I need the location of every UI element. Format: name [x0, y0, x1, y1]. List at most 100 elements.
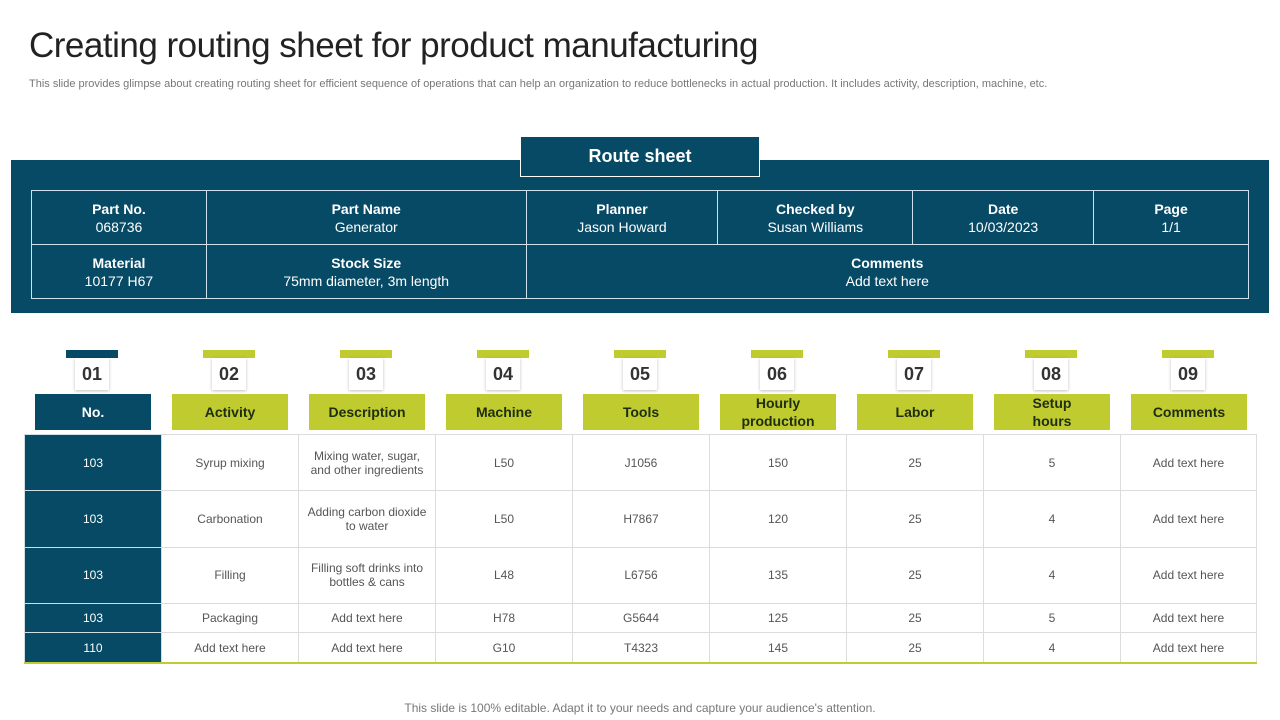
info-cell-part-no: Part No. 068736 — [31, 190, 207, 245]
cell-hourly-production: 125 — [709, 603, 847, 634]
table-row: 103 Filling Filling soft drinks into bot… — [24, 546, 1257, 605]
tag-bar — [340, 350, 392, 358]
cell-activity: Add text here — [161, 632, 299, 665]
cell-activity: Syrup mixing — [161, 433, 299, 492]
cell-machine: G10 — [435, 632, 573, 665]
cell-no: 103 — [24, 546, 162, 605]
cell-activity: Carbonation — [161, 490, 299, 548]
info-label: Checked by — [776, 200, 855, 217]
info-cell-planner: Planner Jason Howard — [525, 190, 719, 245]
info-label: Planner — [596, 200, 648, 217]
column-number-tag: 08 — [1025, 350, 1077, 390]
cell-labor: 25 — [846, 546, 984, 605]
column-number-tag: 01 — [66, 350, 118, 390]
cell-tools: J1056 — [572, 433, 710, 492]
info-cell-date: Date 10/03/2023 — [912, 190, 1095, 245]
info-value: 1/1 — [1161, 218, 1181, 235]
cell-description: Filling soft drinks into bottles & cans — [298, 546, 436, 605]
info-value: Generator — [334, 218, 398, 235]
cell-tools: H7867 — [572, 490, 710, 548]
table-row: 103 Syrup mixing Mixing water, sugar, an… — [24, 433, 1257, 492]
tag-bar — [203, 350, 255, 358]
info-cell-part-name: Part Name Generator — [205, 190, 527, 245]
info-value: Add text here — [845, 272, 929, 289]
cell-tools: G5644 — [572, 603, 710, 634]
column-number-tag: 09 — [1162, 350, 1214, 390]
column-number: 04 — [486, 358, 520, 390]
cell-description: Add text here — [298, 632, 436, 665]
column-header-comments: Comments — [1131, 394, 1247, 430]
column-header-machine: Machine — [446, 394, 562, 430]
info-value: 75mm diameter, 3m length — [283, 272, 450, 289]
tag-bar — [477, 350, 529, 358]
cell-description: Add text here — [298, 603, 436, 634]
column-header-tools: Tools — [583, 394, 699, 430]
column-header-setup-hours: Setup hours — [994, 394, 1110, 430]
info-value: 068736 — [95, 218, 143, 235]
column-header-hourly-production: Hourly production — [720, 394, 836, 430]
route-sheet-heading: Route sheet — [520, 136, 760, 177]
info-cell-material: Material 10177 H67 — [31, 244, 207, 299]
column-number: 09 — [1171, 358, 1205, 390]
column-header-no: No. — [35, 394, 151, 430]
info-value: Susan Williams — [767, 218, 864, 235]
tag-bar — [614, 350, 666, 358]
column-number-tag: 06 — [751, 350, 803, 390]
column-number: 06 — [760, 358, 794, 390]
info-cell-stock-size: Stock Size 75mm diameter, 3m length — [205, 244, 527, 299]
cell-hourly-production: 150 — [709, 433, 847, 492]
info-label: Comments — [851, 254, 924, 271]
tag-bar — [751, 350, 803, 358]
info-label: Part Name — [331, 200, 401, 217]
cell-no: 110 — [24, 632, 162, 665]
column-number-tag: 07 — [888, 350, 940, 390]
cell-hourly-production: 145 — [709, 632, 847, 665]
info-value: 10/03/2023 — [968, 218, 1039, 235]
cell-comments: Add text here — [1120, 546, 1257, 605]
page-subtitle: This slide provides glimpse about creati… — [29, 78, 1048, 90]
column-number: 01 — [75, 358, 109, 390]
cell-no: 103 — [24, 490, 162, 548]
cell-machine: L50 — [435, 490, 573, 548]
cell-labor: 25 — [846, 490, 984, 548]
cell-comments: Add text here — [1120, 632, 1257, 665]
cell-activity: Filling — [161, 546, 299, 605]
column-number-tag: 03 — [340, 350, 392, 390]
cell-labor: 25 — [846, 632, 984, 665]
cell-tools: T4323 — [572, 632, 710, 665]
tag-bar — [888, 350, 940, 358]
cell-machine: L50 — [435, 433, 573, 492]
tag-bar — [1162, 350, 1214, 358]
cell-hourly-production: 120 — [709, 490, 847, 548]
cell-no: 103 — [24, 433, 162, 492]
column-number: 03 — [349, 358, 383, 390]
tag-bar — [1025, 350, 1077, 358]
column-header-description: Description — [309, 394, 425, 430]
table-row: 110 Add text here Add text here G10 T432… — [24, 632, 1257, 665]
cell-labor: 25 — [846, 433, 984, 492]
info-cell-page: Page 1/1 — [1093, 190, 1249, 245]
column-header-activity: Activity — [172, 394, 288, 430]
cell-activity: Packaging — [161, 603, 299, 634]
cell-description: Mixing water, sugar, and other ingredien… — [298, 433, 436, 492]
cell-setup-hours: 4 — [983, 632, 1121, 665]
page-title: Creating routing sheet for product manuf… — [29, 26, 758, 65]
route-sheet-info-table: Part No. 068736 Part Name Generator Planne… — [31, 190, 1250, 299]
info-cell-checked-by: Checked by Susan Williams — [717, 190, 914, 245]
cell-comments: Add text here — [1120, 490, 1257, 548]
cell-setup-hours: 5 — [983, 433, 1121, 492]
cell-hourly-production: 135 — [709, 546, 847, 605]
info-label: Stock Size — [331, 254, 402, 271]
cell-tools: L6756 — [572, 546, 710, 605]
info-label: Material — [92, 254, 146, 271]
cell-machine: L48 — [435, 546, 573, 605]
info-value: Jason Howard — [577, 218, 667, 235]
cell-setup-hours: 4 — [983, 546, 1121, 605]
info-label: Page — [1154, 200, 1188, 217]
column-number-tag: 05 — [614, 350, 666, 390]
info-cell-comments: Comments Add text here — [525, 244, 1250, 299]
info-label: Part No. — [92, 200, 146, 217]
column-number: 07 — [897, 358, 931, 390]
cell-setup-hours: 4 — [983, 490, 1121, 548]
column-number: 02 — [212, 358, 246, 390]
